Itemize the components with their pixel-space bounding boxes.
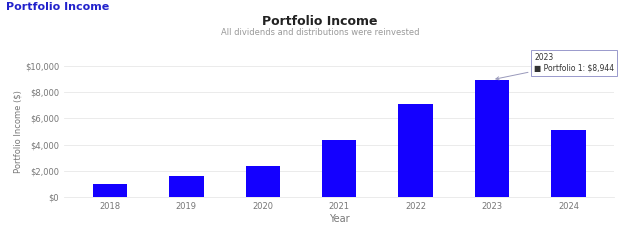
Bar — [93, 184, 127, 197]
Bar — [475, 80, 509, 197]
Bar — [399, 104, 433, 197]
Text: All dividends and distributions were reinvested: All dividends and distributions were rei… — [221, 28, 419, 37]
Text: Portfolio Income: Portfolio Income — [262, 15, 378, 28]
Bar — [551, 130, 586, 197]
Bar — [322, 140, 356, 197]
Text: 2023
■ Portfolio 1: $8,944: 2023 ■ Portfolio 1: $8,944 — [496, 53, 614, 80]
X-axis label: Year: Year — [329, 214, 349, 224]
Text: Portfolio Income: Portfolio Income — [6, 2, 109, 12]
Bar — [169, 176, 204, 197]
Y-axis label: Portfolio Income ($): Portfolio Income ($) — [13, 90, 22, 173]
Bar — [246, 166, 280, 197]
